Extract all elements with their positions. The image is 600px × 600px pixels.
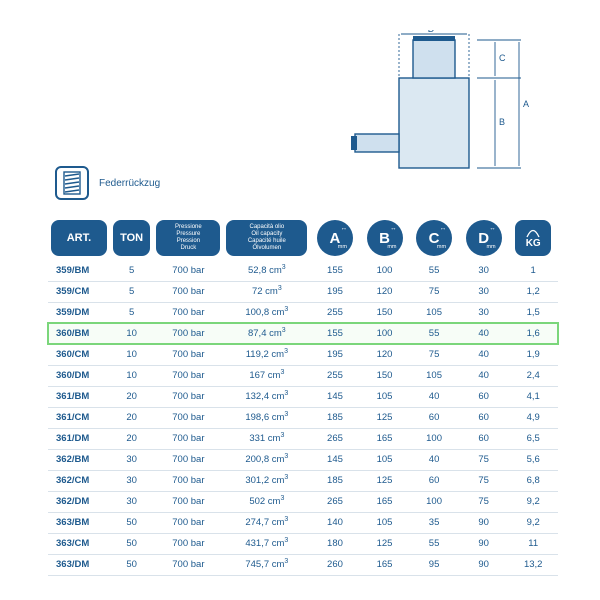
- table-row: 361/BM20700 bar132,4 cm314510540604,1: [48, 386, 558, 407]
- header-dim-a: ↔Amm: [317, 220, 353, 256]
- technical-diagram: D C A B: [325, 30, 545, 185]
- svg-text:A: A: [523, 99, 529, 109]
- header-kg: KG: [515, 220, 551, 256]
- header-capacity: Capacità olioOil capacityCapacité huileÖ…: [226, 220, 307, 256]
- svg-text:B: B: [499, 117, 505, 127]
- table-row: 362/BM30700 bar200,8 cm314510540755,6: [48, 449, 558, 470]
- table-row: 363/DM50700 bar745,7 cm3260165959013,2: [48, 554, 558, 575]
- return-type-label: Federrückzug: [99, 178, 160, 189]
- header-ton: TON: [113, 220, 150, 256]
- table-row: 359/BM5700 bar52,8 cm315510055301: [48, 260, 558, 281]
- table-row: 361/CM20700 bar198,6 cm318512560604,9: [48, 407, 558, 428]
- table-row: 359/DM5700 bar100,8 cm3255150105301,5: [48, 302, 558, 323]
- table-row: 359/CM5700 bar72 cm319512075301,2: [48, 281, 558, 302]
- header-dim-d: ↔Dmm: [466, 220, 502, 256]
- svg-text:C: C: [499, 53, 506, 63]
- return-type-block: Federrückzug: [55, 166, 160, 200]
- table-row: 362/CM30700 bar301,2 cm318512560756,8: [48, 470, 558, 491]
- svg-text:D: D: [428, 30, 435, 34]
- table-row: 362/DM30700 bar502 cm3265165100759,2: [48, 491, 558, 512]
- header-art: ART.: [51, 220, 107, 256]
- header-dim-c: ↔Cmm: [416, 220, 452, 256]
- table-row: 363/BM50700 bar274,7 cm314010535909,2: [48, 512, 558, 533]
- table-row: 360/DM10700 bar167 cm3255150105402,4: [48, 365, 558, 386]
- spec-table: ART. TON PressionePressurePressionDruck …: [48, 216, 558, 576]
- table-row: 360/BM10700 bar87,4 cm315510055401,6: [48, 323, 558, 344]
- table-row: 361/DM20700 bar331 cm3265165100606,5: [48, 428, 558, 449]
- table-row: 360/CM10700 bar119,2 cm319512075401,9: [48, 344, 558, 365]
- table-row: 363/CM50700 bar431,7 cm3180125559011: [48, 533, 558, 554]
- spring-return-icon: [55, 166, 89, 200]
- header-pressure: PressionePressurePressionDruck: [156, 220, 220, 256]
- header-dim-b: ↔Bmm: [367, 220, 403, 256]
